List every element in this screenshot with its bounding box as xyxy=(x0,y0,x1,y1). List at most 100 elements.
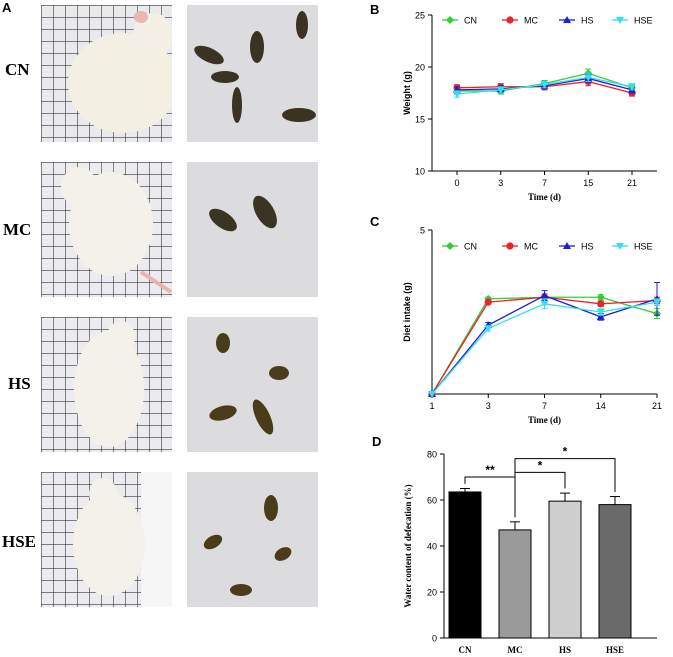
legend-item-hse: HSE xyxy=(612,16,653,26)
data-point xyxy=(597,300,605,308)
x-tick-label: 7 xyxy=(542,178,547,188)
x-tick-label: 3 xyxy=(498,178,503,188)
bar-cn xyxy=(448,491,482,639)
y-tick-label: 20 xyxy=(415,63,425,73)
legend-item-mc: MC xyxy=(502,16,538,26)
panel-letter-a: A xyxy=(2,0,12,15)
data-point xyxy=(453,91,461,99)
legend-label: MC xyxy=(524,16,538,26)
x-tick-label: 7 xyxy=(542,401,547,411)
chart-weight: 10 15 20 25 0 3 7 15 21 Time (d) Weight (g) CN MC HS H… xyxy=(402,11,657,202)
legend-label: MC xyxy=(524,242,538,252)
x-tick-label: HSE xyxy=(606,645,624,655)
legend-item-mc: MC xyxy=(502,242,538,252)
x-axis-label: Time (d) xyxy=(528,192,561,202)
series-line xyxy=(431,296,658,395)
y-axis-label: Water content of defecation (%) xyxy=(403,484,413,607)
photo-feces-mc xyxy=(187,162,318,297)
y-tick-label: 10 xyxy=(415,167,425,177)
y-tick-label: 60 xyxy=(427,496,437,506)
y-tick-label: 15 xyxy=(415,115,425,125)
legend-marker xyxy=(506,242,514,250)
panel-letter-d: D xyxy=(372,434,382,449)
bar-mc xyxy=(498,529,532,639)
legend-marker xyxy=(446,242,454,250)
legend-label: CN xyxy=(464,16,477,26)
data-point xyxy=(584,74,593,82)
legend-marker xyxy=(506,16,514,24)
x-axis-label: Time (d) xyxy=(528,415,561,425)
data-point xyxy=(540,291,549,299)
bar-hse xyxy=(598,504,632,639)
legend-item-hse: HSE xyxy=(612,242,653,252)
x-tick-label: CN xyxy=(459,645,472,655)
legend-label: CN xyxy=(464,242,477,252)
photo-feces-hse xyxy=(187,472,318,607)
legend-marker xyxy=(563,16,571,23)
legend-label: HS xyxy=(581,16,594,26)
y-tick-label: 80 xyxy=(427,450,437,460)
photo-feces-hs xyxy=(187,317,318,452)
legend-label: HSE xyxy=(634,16,653,26)
x-tick-label: 14 xyxy=(596,401,606,411)
x-tick-label: MC xyxy=(508,645,523,655)
row-label-hs: HS xyxy=(8,374,31,393)
significance-label: * xyxy=(563,445,568,459)
series-hse xyxy=(453,72,636,99)
chart-diet-intake: 5 1 3 7 14 21 Time (d) Diet intake (g) CN MC HS HSE xyxy=(402,226,662,426)
legend-item-cn: CN xyxy=(442,16,477,26)
data-point xyxy=(596,312,605,320)
y-axis-label: Weight (g) xyxy=(402,71,412,115)
x-tick-label: 1 xyxy=(429,401,434,411)
x-tick-label: 0 xyxy=(454,178,459,188)
bracket-line xyxy=(514,458,616,518)
data-point xyxy=(596,293,605,302)
series-hse xyxy=(428,298,661,398)
legend-item-cn: CN xyxy=(442,242,477,252)
legend-item-hs: HS xyxy=(559,16,594,26)
series-line xyxy=(431,294,658,395)
series-line xyxy=(431,301,658,395)
y-tick-label: 0 xyxy=(432,634,437,644)
panel-letter-b: B xyxy=(370,2,380,17)
x-tick-label: 21 xyxy=(627,178,637,188)
photo-rat-hse xyxy=(41,472,172,607)
data-point xyxy=(484,298,492,306)
x-tick-label: HS xyxy=(559,645,571,655)
row-label-cn: CN xyxy=(5,60,30,79)
data-point xyxy=(496,86,505,94)
chart-water-content: 0 20 40 60 80 Water content of defecation (%)… xyxy=(403,445,657,655)
legend-marker xyxy=(616,17,624,24)
y-tick-label: 5 xyxy=(420,226,425,236)
photo-rat-hs xyxy=(41,317,172,452)
series-line xyxy=(431,296,658,395)
y-tick-label: 25 xyxy=(415,11,425,21)
significance-bracket: * xyxy=(514,445,616,518)
legend-label: HSE xyxy=(634,242,653,252)
significance-label: * xyxy=(538,458,543,472)
legend-marker xyxy=(446,16,454,24)
x-tick-label: 3 xyxy=(486,401,491,411)
photo-feces-cn xyxy=(187,5,318,142)
legend-marker xyxy=(616,243,624,250)
legend-item-hs: HS xyxy=(559,242,594,252)
data-point xyxy=(540,300,549,308)
photo-rat-mc xyxy=(41,162,172,297)
panel-letter-c: C xyxy=(370,214,380,229)
data-point xyxy=(484,325,493,333)
data-point xyxy=(653,299,661,307)
significance-label: ** xyxy=(485,463,495,477)
y-axis-label: Diet intake (g) xyxy=(402,282,412,342)
data-point xyxy=(628,83,636,91)
photo-rat-cn xyxy=(41,5,172,142)
data-point xyxy=(540,81,549,89)
bar-hs xyxy=(548,500,582,639)
legend-marker xyxy=(563,242,571,249)
legend-label: HS xyxy=(581,242,594,252)
y-tick-label: 40 xyxy=(427,542,437,552)
data-point xyxy=(596,309,605,316)
row-label-mc: MC xyxy=(3,220,32,239)
x-tick-label: 21 xyxy=(652,401,662,411)
x-tick-label: 15 xyxy=(583,178,593,188)
